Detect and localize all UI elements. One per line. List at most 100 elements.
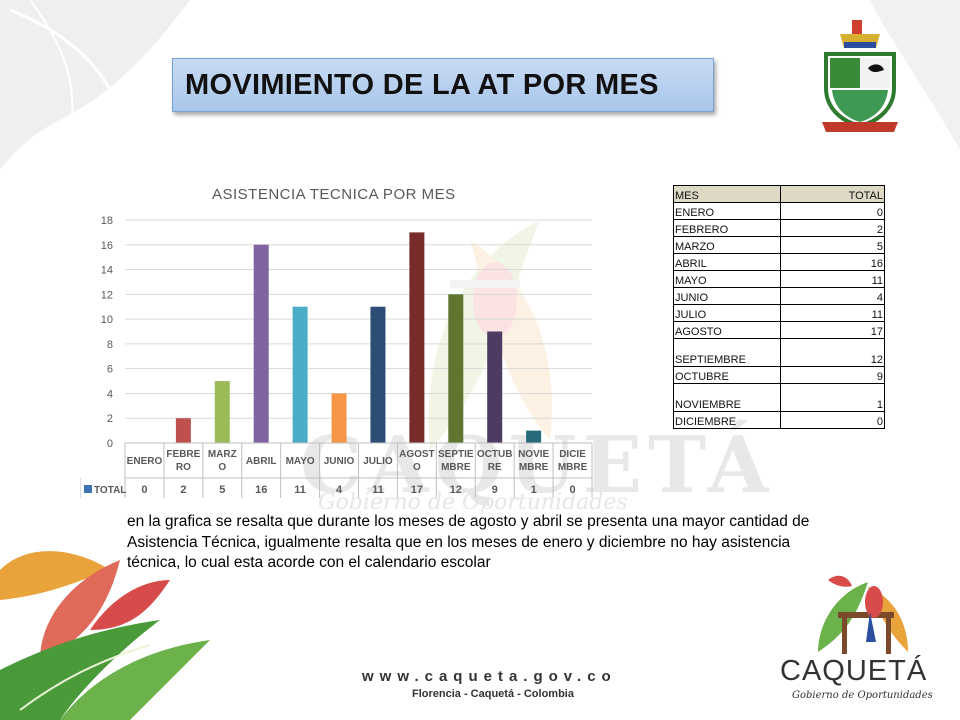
x-category-label: DICIE MBRE xyxy=(558,449,588,473)
table-cell-month: AGOSTO xyxy=(673,321,781,339)
slide-title-box: MOVIMIENTO DE LA AT POR MES xyxy=(172,58,714,112)
table-cell-total: 5 xyxy=(780,236,885,254)
bar xyxy=(487,331,503,443)
y-tick-label: 2 xyxy=(107,413,113,425)
y-tick-label: 0 xyxy=(107,438,113,450)
table-cell-month: ENERO xyxy=(673,202,781,220)
y-tick-label: 8 xyxy=(107,339,113,351)
data-value-label: 11 xyxy=(294,484,306,496)
table-cell-total: 4 xyxy=(780,287,885,305)
top-left-leaf-decoration xyxy=(0,0,190,170)
table-cell-month: JULIO xyxy=(673,304,781,322)
data-value-label: 17 xyxy=(411,484,423,496)
caqueta-watermark-tagline: Gobierno de Oportunidades xyxy=(318,490,628,515)
slide-title: MOVIMIENTO DE LA AT POR MES xyxy=(185,69,659,101)
table-cell-month: MES xyxy=(673,185,781,203)
table-row: ABRIL 16 xyxy=(673,253,885,271)
table-cell-total: 2 xyxy=(780,219,885,237)
bar xyxy=(253,244,269,443)
table-cell-month: NOVIEMBRE xyxy=(673,383,781,412)
y-tick-label: 18 xyxy=(101,215,113,227)
table-row: OCTUBRE 9 xyxy=(673,366,885,384)
legend-label: TOTAL xyxy=(94,485,126,496)
heliconia-flower-icon xyxy=(0,551,210,720)
table-row: JUNIO 4 xyxy=(673,287,885,305)
top-right-leaf-decoration xyxy=(870,0,960,150)
x-category-label: JULIO xyxy=(363,456,393,467)
bar xyxy=(370,306,386,443)
legend-swatch xyxy=(84,485,92,493)
table-row: MARZO 5 xyxy=(673,236,885,254)
bar xyxy=(175,418,191,443)
bar xyxy=(331,393,347,443)
chart-title: ASISTENCIA TECNICA POR MES xyxy=(212,186,456,203)
table-cell-total: 11 xyxy=(780,304,885,322)
data-value-label: 2 xyxy=(180,484,186,496)
footer-city: Florencia - Caquetá - Colombia xyxy=(412,688,574,700)
x-category-label: ENERO xyxy=(127,456,163,467)
table-cell-month: FEBRERO xyxy=(673,219,781,237)
x-category-label: ABRIL xyxy=(246,456,277,467)
table-row: SEPTIEMBRE 12 xyxy=(673,338,885,367)
caqueta-logo-text: CAQUETÁ xyxy=(780,655,928,687)
data-value-label: 16 xyxy=(255,484,267,496)
table-row: FEBRERO 2 xyxy=(673,219,885,237)
table-cell-total: 9 xyxy=(780,366,885,384)
table-row: JULIO 11 xyxy=(673,304,885,322)
coat-of-arms-icon xyxy=(822,20,898,132)
y-tick-label: 14 xyxy=(101,265,113,277)
table-cell-total: 0 xyxy=(780,411,885,429)
table-cell-month: MARZO xyxy=(673,236,781,254)
table-cell-month: ABRIL xyxy=(673,253,781,271)
x-category-label: NOVIE MBRE xyxy=(518,449,549,473)
table-cell-month: OCTUBRE xyxy=(673,366,781,384)
x-category-label: FEBRE RO xyxy=(166,449,200,473)
bar xyxy=(448,294,464,443)
table-row: DICIEMBRE 0 xyxy=(673,411,885,429)
x-category-label: AGOST O xyxy=(399,449,435,473)
bar-chart: ASISTENCIA TECNICA POR MES 0 2 4 6 8 10 12 14 16… xyxy=(80,178,600,498)
table-cell-total: 0 xyxy=(780,202,885,220)
y-tick-label: 6 xyxy=(107,364,113,376)
data-value-label: 0 xyxy=(141,484,147,496)
table-header-row: MES TOTAL xyxy=(673,185,885,203)
table-cell-month: MAYO xyxy=(673,270,781,288)
month-total-table: MES TOTAL ENERO 0 FEBRERO 2 MARZO 5 ABRIL 16 MAYO 1… xyxy=(673,185,885,429)
y-tick-label: 16 xyxy=(101,240,113,252)
x-category-label: MAYO xyxy=(286,456,315,467)
table-cell-total: 11 xyxy=(780,270,885,288)
bar xyxy=(292,306,308,443)
table-cell-month: SEPTIEMBRE xyxy=(673,338,781,367)
table-row: MAYO 11 xyxy=(673,270,885,288)
data-value-label: 1 xyxy=(531,484,537,496)
table-cell-total: 17 xyxy=(780,321,885,339)
bar xyxy=(526,430,542,443)
table-row: ENERO 0 xyxy=(673,202,885,220)
data-value-label: 9 xyxy=(492,484,498,496)
bar xyxy=(409,232,425,443)
table-cell-total: 1 xyxy=(780,383,885,412)
bar xyxy=(214,381,230,443)
x-category-label: JUNIO xyxy=(324,456,355,467)
table-row: AGOSTO 17 xyxy=(673,321,885,339)
y-tick-label: 12 xyxy=(101,289,113,301)
caqueta-logo-tagline: Gobierno de Oportunidades xyxy=(792,690,933,701)
slide-body-text: en la grafica se resalta que durante los… xyxy=(127,513,810,571)
data-value-label: 11 xyxy=(372,484,384,496)
x-category-label: SEPTIE MBRE xyxy=(438,449,474,473)
y-tick-label: 10 xyxy=(101,314,113,326)
table-cell-month: JUNIO xyxy=(673,287,781,305)
y-tick-label: 4 xyxy=(107,388,113,400)
x-category-label: OCTUB RE xyxy=(477,449,513,473)
data-value-label: 4 xyxy=(336,484,343,496)
footer-url: www.caqueta.gov.co xyxy=(362,668,617,685)
table-cell-total: TOTAL xyxy=(780,185,885,203)
table-cell-total: 16 xyxy=(780,253,885,271)
caqueta-logo-parrot-icon xyxy=(818,575,908,654)
table-cell-month: DICIEMBRE xyxy=(673,411,781,429)
data-value-label: 5 xyxy=(219,484,225,496)
x-category-label: MARZ O xyxy=(208,449,237,473)
data-value-label: 0 xyxy=(569,484,575,496)
table-cell-total: 12 xyxy=(780,338,885,367)
